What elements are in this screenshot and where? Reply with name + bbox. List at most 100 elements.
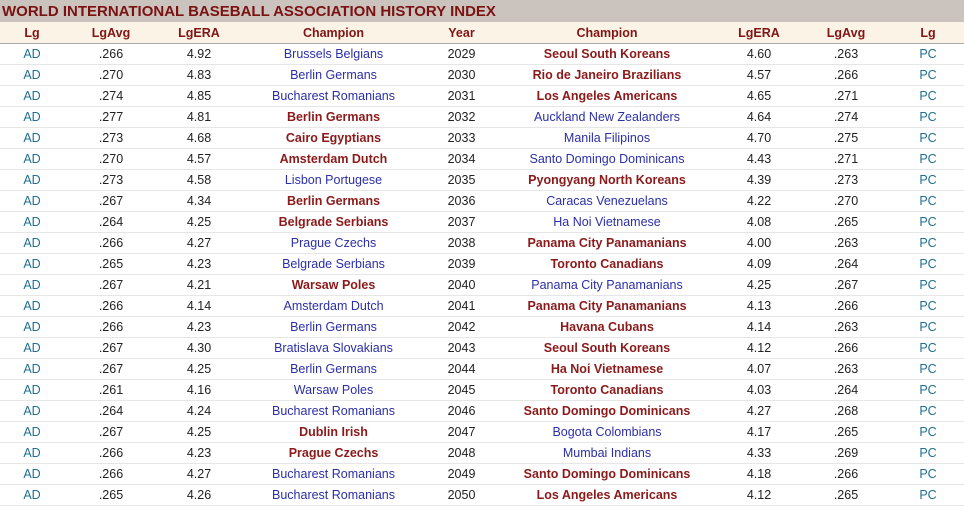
champion-right-cell[interactable]: Ha Noi Vietnamese (496, 358, 718, 380)
lg-right-cell[interactable]: PC (892, 295, 964, 317)
column-header-champion-left[interactable]: Champion (240, 22, 427, 44)
lg-left-cell[interactable]: AD (0, 43, 64, 65)
column-header-lg-right[interactable]: Lg (892, 22, 964, 44)
champion-right-cell[interactable]: Caracas Venezuelans (496, 190, 718, 212)
champion-right-cell[interactable]: Ha Noi Vietnamese (496, 211, 718, 233)
lg-right-cell[interactable]: PC (892, 274, 964, 296)
champion-right-cell[interactable]: Rio de Janeiro Brazilians (496, 64, 718, 86)
lg-right-cell[interactable]: PC (892, 169, 964, 191)
champion-right-cell[interactable]: Los Angeles Americans (496, 484, 718, 506)
champion-left-cell[interactable]: Berlin Germans (240, 358, 427, 380)
lg-left-cell[interactable]: AD (0, 463, 64, 485)
champion-right-cell[interactable]: Seoul South Koreans (496, 43, 718, 65)
lg-left-cell[interactable]: AD (0, 148, 64, 170)
champion-right-cell[interactable]: Bogota Colombians (496, 421, 718, 443)
lg-right-cell[interactable]: PC (892, 421, 964, 443)
lg-left-cell[interactable]: AD (0, 400, 64, 422)
champion-right-cell[interactable]: Toronto Canadians (496, 253, 718, 275)
lg-right-cell[interactable]: PC (892, 211, 964, 233)
champion-right-cell[interactable]: Los Angeles Americans (496, 85, 718, 107)
lg-right-cell[interactable]: PC (892, 337, 964, 359)
lg-right-cell[interactable]: PC (892, 64, 964, 86)
lg-right-cell[interactable]: PC (892, 106, 964, 128)
lg-left-cell[interactable]: AD (0, 484, 64, 506)
lg-left-cell[interactable]: AD (0, 211, 64, 233)
lg-right-cell[interactable]: PC (892, 190, 964, 212)
champion-left-cell[interactable]: Bucharest Romanians (240, 400, 427, 422)
lg-right-cell[interactable]: PC (892, 316, 964, 338)
lg-right-cell[interactable]: PC (892, 127, 964, 149)
table-row: AD .267 4.30 Bratislava Slovakians 2043 Seoul… (0, 337, 964, 359)
champion-right-cell[interactable]: Havana Cubans (496, 316, 718, 338)
lg-left-cell[interactable]: AD (0, 85, 64, 107)
champion-left-cell[interactable]: Cairo Egyptians (240, 127, 427, 149)
lg-left-cell[interactable]: AD (0, 316, 64, 338)
lg-left-cell[interactable]: AD (0, 442, 64, 464)
column-header-lgera-right[interactable]: LgERA (718, 22, 800, 44)
column-header-lgavg-right[interactable]: LgAvg (800, 22, 892, 44)
lg-left-cell[interactable]: AD (0, 274, 64, 296)
lg-left-cell[interactable]: AD (0, 64, 64, 86)
lg-right-cell[interactable]: PC (892, 43, 964, 65)
lg-right-cell[interactable]: PC (892, 463, 964, 485)
champion-left-cell[interactable]: Prague Czechs (240, 442, 427, 464)
column-header-year[interactable]: Year (427, 22, 496, 44)
champion-right-cell[interactable]: Mumbai Indians (496, 442, 718, 464)
champion-right-cell[interactable]: Panama City Panamanians (496, 295, 718, 317)
lg-right-cell[interactable]: PC (892, 400, 964, 422)
champion-right-cell[interactable]: Santo Domingo Dominicans (496, 148, 718, 170)
lg-left-cell[interactable]: AD (0, 232, 64, 254)
champion-right-cell[interactable]: Manila Filipinos (496, 127, 718, 149)
lg-left-cell[interactable]: AD (0, 106, 64, 128)
lg-left-cell[interactable]: AD (0, 337, 64, 359)
lgavg-right-cell: .263 (800, 232, 892, 254)
champion-left-cell[interactable]: Prague Czechs (240, 232, 427, 254)
champion-right-cell[interactable]: Auckland New Zealanders (496, 106, 718, 128)
champion-left-cell[interactable]: Brussels Belgians (240, 43, 427, 65)
champion-right-cell[interactable]: Panama City Panamanians (496, 274, 718, 296)
champion-left-cell[interactable]: Bratislava Slovakians (240, 337, 427, 359)
champion-right-cell[interactable]: Santo Domingo Dominicans (496, 463, 718, 485)
lg-left-cell[interactable]: AD (0, 127, 64, 149)
lgavg-left-cell: .261 (64, 379, 158, 401)
champion-right-cell[interactable]: Santo Domingo Dominicans (496, 400, 718, 422)
champion-left-cell[interactable]: Belgrade Serbians (240, 253, 427, 275)
champion-left-cell[interactable]: Belgrade Serbians (240, 211, 427, 233)
lg-left-cell[interactable]: AD (0, 421, 64, 443)
champion-left-cell[interactable]: Bucharest Romanians (240, 463, 427, 485)
lg-right-cell[interactable]: PC (892, 358, 964, 380)
champion-left-cell[interactable]: Amsterdam Dutch (240, 148, 427, 170)
lg-right-cell[interactable]: PC (892, 148, 964, 170)
champion-right-cell[interactable]: Seoul South Koreans (496, 337, 718, 359)
lg-right-cell[interactable]: PC (892, 442, 964, 464)
champion-right-cell[interactable]: Toronto Canadians (496, 379, 718, 401)
lg-left-cell[interactable]: AD (0, 295, 64, 317)
champion-right-cell[interactable]: Pyongyang North Koreans (496, 169, 718, 191)
column-header-champion-right[interactable]: Champion (496, 22, 718, 44)
column-header-lgavg-left[interactable]: LgAvg (64, 22, 158, 44)
champion-left-cell[interactable]: Warsaw Poles (240, 379, 427, 401)
lg-left-cell[interactable]: AD (0, 190, 64, 212)
lg-left-cell[interactable]: AD (0, 379, 64, 401)
column-header-lg-left[interactable]: Lg (0, 22, 64, 44)
champion-left-cell[interactable]: Amsterdam Dutch (240, 295, 427, 317)
champion-right-cell[interactable]: Panama City Panamanians (496, 232, 718, 254)
lg-left-cell[interactable]: AD (0, 169, 64, 191)
champion-left-cell[interactable]: Berlin Germans (240, 64, 427, 86)
column-header-lgera-left[interactable]: LgERA (158, 22, 240, 44)
champion-left-cell[interactable]: Lisbon Portugese (240, 169, 427, 191)
lg-right-cell[interactable]: PC (892, 232, 964, 254)
champion-left-cell[interactable]: Berlin Germans (240, 190, 427, 212)
lg-right-cell[interactable]: PC (892, 484, 964, 506)
champion-left-cell[interactable]: Bucharest Romanians (240, 85, 427, 107)
lg-right-cell[interactable]: PC (892, 253, 964, 275)
lg-right-cell[interactable]: PC (892, 379, 964, 401)
lg-right-cell[interactable]: PC (892, 85, 964, 107)
champion-left-cell[interactable]: Bucharest Romanians (240, 484, 427, 506)
champion-left-cell[interactable]: Dublin Irish (240, 421, 427, 443)
lg-left-cell[interactable]: AD (0, 358, 64, 380)
lg-left-cell[interactable]: AD (0, 253, 64, 275)
champion-left-cell[interactable]: Warsaw Poles (240, 274, 427, 296)
champion-left-cell[interactable]: Berlin Germans (240, 106, 427, 128)
champion-left-cell[interactable]: Berlin Germans (240, 316, 427, 338)
